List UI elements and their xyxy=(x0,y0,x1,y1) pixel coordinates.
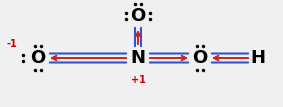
Text: -1: -1 xyxy=(7,39,17,49)
Text: H: H xyxy=(250,49,265,67)
Text: +1: +1 xyxy=(130,75,145,85)
Text: N: N xyxy=(130,49,145,67)
Text: O: O xyxy=(130,7,146,25)
Text: O: O xyxy=(192,49,208,67)
Text: O: O xyxy=(30,49,46,67)
